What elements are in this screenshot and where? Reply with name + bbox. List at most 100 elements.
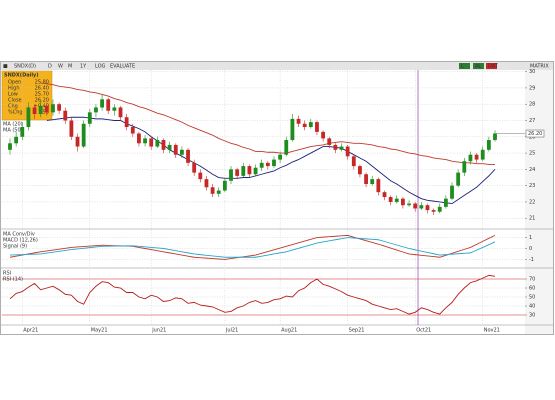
info-label: High	[8, 86, 20, 92]
candle-body	[204, 179, 209, 188]
candle-body	[272, 159, 276, 167]
candle-body	[401, 198, 405, 206]
candle-body	[302, 123, 307, 128]
candle-body	[468, 154, 473, 162]
candle-body	[192, 162, 197, 173]
toolbar-button[interactable]	[459, 63, 470, 69]
axis-strip	[525, 70, 553, 334]
y-tick-label: 30	[529, 69, 535, 75]
candle-body	[486, 140, 491, 150]
info-title: SNDX(Daily)	[4, 73, 39, 79]
legend-entry: MA (50)	[3, 128, 23, 134]
candle-body	[14, 136, 19, 144]
toolbar-item[interactable]: D	[48, 64, 52, 70]
toolbar-item[interactable]: 1Y	[80, 64, 87, 70]
candle-body	[229, 169, 233, 181]
candle-body	[100, 99, 104, 108]
legend-entry: MA (20)	[3, 122, 23, 128]
candle-body	[327, 138, 332, 145]
candle-body	[143, 138, 147, 144]
candle-body	[137, 133, 141, 144]
last-price-label: 26.20	[528, 131, 542, 137]
candle-body	[333, 144, 338, 150]
info-value: 26.40	[35, 86, 49, 92]
candle-body	[450, 185, 454, 199]
candle-body	[149, 138, 154, 147]
toolbar-button-label[interactable]: AL	[475, 64, 481, 70]
info-value: 1.55	[38, 110, 49, 116]
candle-body	[394, 198, 399, 202]
candle-body	[345, 146, 350, 157]
candle-body	[112, 107, 117, 111]
y-tick-label: 70	[529, 277, 535, 283]
candle-body	[308, 122, 313, 128]
y-tick-label: 24	[529, 167, 535, 173]
y-tick-label: 23	[529, 183, 535, 189]
series-line	[9, 237, 496, 258]
y-tick-label: 1	[529, 235, 532, 241]
y-tick-label: -1	[529, 257, 534, 263]
candle-body	[235, 169, 240, 176]
candle-body	[376, 179, 381, 193]
candle-body	[173, 144, 178, 155]
candle-body	[20, 127, 25, 137]
candle-body	[8, 143, 12, 150]
toolbar-button-label[interactable]: DAT	[488, 64, 499, 70]
candle-body	[94, 107, 98, 113]
x-tick-label: Apr21	[23, 328, 38, 334]
candle-body	[364, 174, 368, 185]
candle-body	[456, 172, 461, 186]
x-tick-label: Sep21	[349, 328, 365, 334]
panel-title: RSI	[3, 271, 11, 277]
candle-body	[351, 156, 356, 167]
y-tick-label: 25	[529, 151, 535, 157]
toolbar-button-label[interactable]: L	[461, 64, 464, 70]
candle-body	[474, 154, 479, 160]
candle-body	[431, 210, 436, 212]
toolbar-button[interactable]	[486, 63, 497, 69]
x-tick-label: Aug21	[281, 328, 297, 334]
candle-body	[118, 107, 123, 118]
toolbar-item: SNDX(D)	[14, 64, 36, 70]
info-label: Low	[8, 92, 18, 98]
toolbar-button[interactable]	[473, 63, 484, 69]
y-tick-label: 26	[529, 134, 535, 140]
candle-body	[407, 203, 411, 206]
candle-body	[106, 99, 111, 111]
toolbar	[1, 62, 553, 70]
legend-entry: RSI (14)	[3, 277, 23, 283]
candle-body	[443, 198, 448, 207]
candle-body	[265, 162, 270, 167]
y-tick-label: 0	[529, 246, 532, 252]
info-label: Close	[8, 98, 22, 104]
candle-body	[57, 104, 62, 111]
candle-body	[63, 110, 68, 121]
info-label: Chg	[8, 104, 18, 110]
candle-body	[358, 166, 362, 175]
candle-body	[339, 146, 344, 150]
info-value: 26.20	[35, 98, 49, 104]
candle-body	[290, 118, 295, 141]
series-line	[40, 82, 495, 165]
candle-body	[161, 140, 166, 150]
candle-body	[198, 172, 203, 180]
series-line	[46, 116, 496, 205]
candle-body	[124, 117, 129, 128]
candle-body	[216, 190, 221, 194]
info-value: 25.70	[35, 92, 49, 98]
y-tick-label: 22	[529, 199, 535, 205]
logo: ■	[3, 64, 8, 70]
candle-body	[388, 197, 393, 202]
toolbar-item[interactable]: EVALUATE	[110, 64, 135, 70]
y-tick-label: 50	[529, 295, 535, 301]
toolbar-item[interactable]: M	[68, 64, 72, 70]
toolbar-item[interactable]: LOG	[95, 64, 106, 70]
toolbar-button-label[interactable]: MATRIX	[530, 64, 549, 70]
toolbar-item[interactable]: W	[58, 64, 63, 70]
x-tick-label: Jul21	[225, 328, 238, 334]
x-tick-label: Oct21	[416, 328, 431, 334]
legend-entry: Signal (9)	[3, 244, 27, 250]
candle-body	[179, 149, 184, 155]
y-tick-label: 30	[529, 313, 535, 319]
